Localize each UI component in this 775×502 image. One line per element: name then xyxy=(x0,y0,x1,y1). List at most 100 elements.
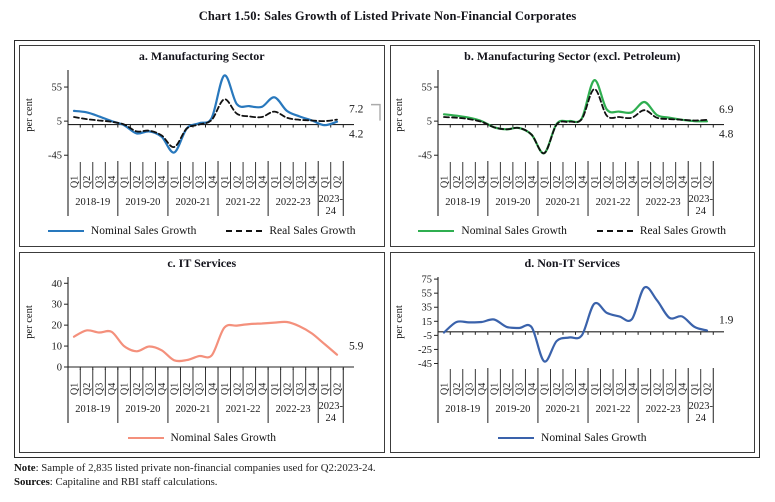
quarter-label: Q2 xyxy=(282,176,293,188)
quarter-label: Q2 xyxy=(502,176,513,188)
legend-manufacturing: Nominal Sales Growth Real Sales Growth xyxy=(47,221,356,241)
year-label: 2020-21 xyxy=(175,404,210,415)
legend-line-sample xyxy=(47,230,84,232)
quarter-label: Q2 xyxy=(132,176,143,188)
y-tick-label: -5 xyxy=(424,330,433,341)
quarter-label: Q3 xyxy=(465,382,476,394)
year-label: 2018-19 xyxy=(446,197,481,208)
legend-label: Nominal Sales Growth xyxy=(541,431,647,444)
quarter-label: Q3 xyxy=(665,176,676,188)
year-label: 2018-19 xyxy=(75,404,110,415)
quarter-label: Q3 xyxy=(194,176,205,188)
quarter-label: Q4 xyxy=(107,176,118,188)
y-tick-label: -45 xyxy=(418,151,432,162)
y-tick-label: 40 xyxy=(51,278,62,289)
year-label: 24 xyxy=(696,206,707,217)
panel-title-b: b. Manufacturing Sector (excl. Petroleum… xyxy=(464,49,681,63)
quarter-label: Q2 xyxy=(82,176,93,188)
legend-item-real: Real Sales Growth xyxy=(226,225,356,237)
quarter-label: Q1 xyxy=(640,176,651,188)
quarter-label: Q2 xyxy=(703,176,714,188)
quarter-label: Q1 xyxy=(440,382,451,394)
quarter-label: Q4 xyxy=(477,382,488,394)
series-line-nominal xyxy=(443,285,709,363)
legend-item-real: Real Sales Growth xyxy=(596,225,727,237)
sources-line: Sources: Capitaline and RBI staff calcul… xyxy=(14,475,376,489)
y-tick-label: 0 xyxy=(57,362,62,373)
chart-area-manufacturing-excl-petroleum: 55 5 -45 per cent Q1 Q2 Q3 Q4 2018-19 Q1 Q2 Q3 Q4 201… xyxy=(392,64,752,220)
panel-it-services: c. IT Services 40 30 20 10 0 per cent Q1 Q2 Q3 Q4… xyxy=(19,251,385,453)
year-label: 2019-20 xyxy=(125,404,160,415)
quarter-label: Q4 xyxy=(157,382,168,394)
quarter-label: Q3 xyxy=(245,382,256,394)
sources-text: : Capitaline and RBI staff calculations. xyxy=(49,476,218,489)
quarter-label: Q2 xyxy=(232,176,243,188)
year-label: 2023- xyxy=(318,401,343,412)
year-label: 2021-22 xyxy=(596,197,631,208)
panel-title-d: d. Non-IT Services xyxy=(524,255,620,270)
quarter-label: Q1 xyxy=(590,176,601,188)
quarter-label: Q2 xyxy=(603,382,614,394)
quarter-label: Q2 xyxy=(182,382,193,394)
year-label: 2020-21 xyxy=(546,404,581,415)
year-label: 24 xyxy=(325,206,336,217)
year-label: 2021-22 xyxy=(596,404,631,415)
quarter-label: Q1 xyxy=(590,382,601,394)
quarter-label: Q4 xyxy=(527,176,538,188)
quarter-label: Q4 xyxy=(207,382,218,394)
end-value-label: 6.9 xyxy=(719,104,734,116)
quarter-label: Q1 xyxy=(540,382,551,394)
year-label: 2021-22 xyxy=(225,197,260,208)
quarter-label: Q2 xyxy=(703,382,714,394)
year-label: 24 xyxy=(325,413,336,424)
y-tick-label: -25 xyxy=(418,344,432,355)
chart-area-it-services: 40 30 20 10 0 per cent Q1 Q2 Q3 Q4 2018-19 Q1 Q2 Q3 Q4… xyxy=(22,271,382,427)
sources-label: Sources xyxy=(14,476,50,489)
series-line-real xyxy=(72,98,338,148)
year-label: 2019-20 xyxy=(125,197,160,208)
y-axis-title: per cent xyxy=(394,98,405,132)
quarter-label: Q1 xyxy=(640,382,651,394)
quarter-label: Q4 xyxy=(257,382,268,394)
year-label: 2022-23 xyxy=(646,404,681,415)
y-tick-label: 75 xyxy=(422,274,433,285)
panel-title-c: c. IT Services xyxy=(167,255,237,270)
panel-manufacturing: a. Manufacturing Sector 55 5 -45 per cent Q1… xyxy=(19,45,385,247)
quarter-label: Q3 xyxy=(94,382,105,394)
quarter-label: Q4 xyxy=(307,176,318,188)
quarter-label: Q4 xyxy=(678,382,689,394)
quarter-label: Q1 xyxy=(440,176,451,188)
quarter-label: Q1 xyxy=(320,176,331,188)
note-text: : Sample of 2,835 listed private non-fin… xyxy=(35,462,376,474)
quarter-label: Q2 xyxy=(552,382,563,394)
legend-non-it-services: Nominal Sales Growth xyxy=(498,428,646,448)
end-value-label: 7.2 xyxy=(349,104,364,116)
quarter-label: Q3 xyxy=(665,382,676,394)
legend-item-nominal: Nominal Sales Growth xyxy=(47,225,196,237)
panel-non-it-services: d. Non-IT Services 75 55 35 15 -5 -25 -45 per c… xyxy=(389,251,755,453)
quarter-label: Q4 xyxy=(257,176,268,188)
quarter-label: Q1 xyxy=(540,176,551,188)
quarter-label: Q4 xyxy=(578,382,589,394)
panel-manufacturing-excl-petroleum: b. Manufacturing Sector (excl. Petroleum… xyxy=(389,45,755,247)
year-label: 24 xyxy=(696,413,707,424)
quarter-label: Q2 xyxy=(653,382,664,394)
year-label: 2022-23 xyxy=(275,404,310,415)
legend-line-sample xyxy=(127,436,164,439)
quarter-label: Q4 xyxy=(628,382,639,394)
quarter-label: Q3 xyxy=(465,176,476,188)
note-label: Note xyxy=(14,462,36,474)
y-axis-title: per cent xyxy=(24,305,35,339)
quarter-label: Q3 xyxy=(565,382,576,394)
y-tick-label: 10 xyxy=(51,341,62,352)
y-tick-label: 20 xyxy=(51,320,62,331)
quarter-label: Q4 xyxy=(477,176,488,188)
y-tick-label: 5 xyxy=(57,117,62,128)
legend-label: Nominal Sales Growth xyxy=(461,225,567,237)
legend-it-services: Nominal Sales Growth xyxy=(127,428,276,448)
quarter-label: Q4 xyxy=(157,176,168,188)
legend-label: Real Sales Growth xyxy=(639,225,727,237)
year-label: 2019-20 xyxy=(496,197,531,208)
